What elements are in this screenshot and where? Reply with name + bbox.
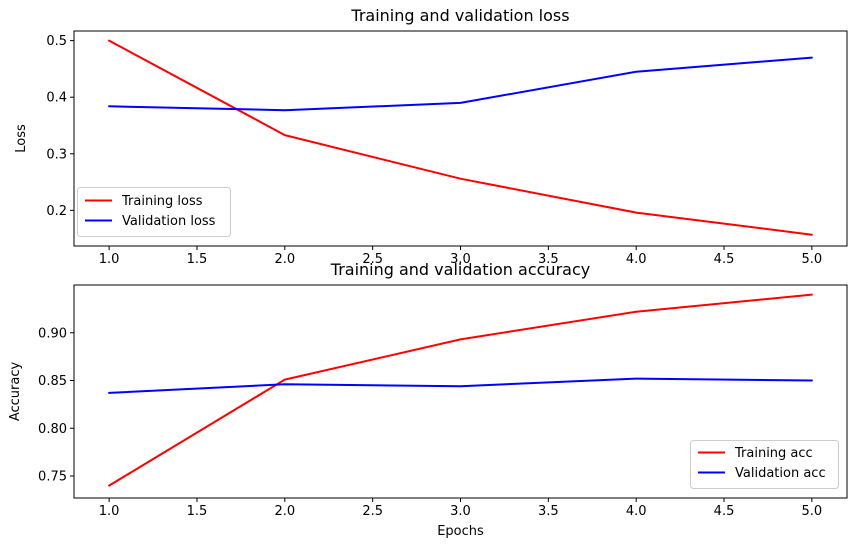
legend-label-validation-acc: Validation acc [735,466,826,481]
x-tick-label: 4.0 [626,252,647,267]
x-tick-label: 1.5 [187,504,208,519]
loss-y-axis-label: Loss [14,124,29,153]
legend-label-training-loss: Training loss [121,194,203,209]
series-line [108,56,813,112]
x-tick-label: 4.0 [626,504,647,519]
x-tick-label: 3.5 [538,504,559,519]
loss-plot-title: Training and validation loss [350,6,569,25]
x-tick-label: 4.5 [714,504,735,519]
x-axis-label: Epochs [437,524,484,539]
y-tick-label: 0.2 [46,204,67,219]
x-tick-label: 5.0 [802,252,823,267]
loss-legend: Training loss Validation loss [77,187,231,237]
y-tick-label: 0.3 [46,147,67,162]
legend-box [77,187,231,237]
accuracy-y-axis-label: Accuracy [8,362,23,422]
y-tick-label: 0.85 [38,374,67,389]
y-tick-label: 0.75 [38,470,67,485]
x-tick-label: 3.0 [450,252,471,267]
loss-plot: 1.0 1.5 2.0 2.5 3.0 3.5 4.0 4.5 5.00.20.30.40.5 … [14,6,848,267]
series-line [108,293,813,487]
y-tick-label: 0.5 [46,34,67,49]
x-tick-label: 1.0 [99,252,120,267]
series-line [108,39,813,236]
legend-box [690,440,839,489]
x-tick-label: 4.5 [714,252,735,267]
accuracy-plot-area: 1.0 1.5 2.0 2.5 3.0 3.5 4.0 4.5 5.0 0.75 0.80 0.85 0… [38,284,848,519]
x-tick-label: 1.5 [187,252,208,267]
loss-plot-area: 1.0 1.5 2.0 2.5 3.0 3.5 4.0 4.5 5.0 0.2 0.3 0.4 0.5 [46,30,848,267]
y-tick-label: 0.90 [38,326,67,341]
y-tick-label: 0.80 [38,422,67,437]
x-tick-label: 3.5 [538,252,559,267]
accuracy-legend: Training acc Validation acc [690,440,839,489]
legend-label-validation-loss: Validation loss [122,214,216,229]
x-tick-label: 1.0 [99,504,120,519]
legend-label-training-acc: Training acc [734,446,813,461]
x-tick-label: 2.0 [274,252,295,267]
x-tick-label: 2.5 [362,504,383,519]
x-tick-label: 2.5 [362,252,383,267]
series-line [108,377,813,394]
y-tick-label: 0.4 [46,91,67,106]
accuracy-plot: 1.0 1.5 2.0 2.5 3.0 3.5 4.0 4.5 5.0 0.75 0.80 0.85 0… [8,260,848,539]
x-tick-label: 5.0 [802,504,823,519]
accuracy-plot-title: Training and validation accuracy [330,260,590,279]
x-tick-label: 2.0 [274,504,295,519]
x-tick-label: 3.0 [450,504,471,519]
